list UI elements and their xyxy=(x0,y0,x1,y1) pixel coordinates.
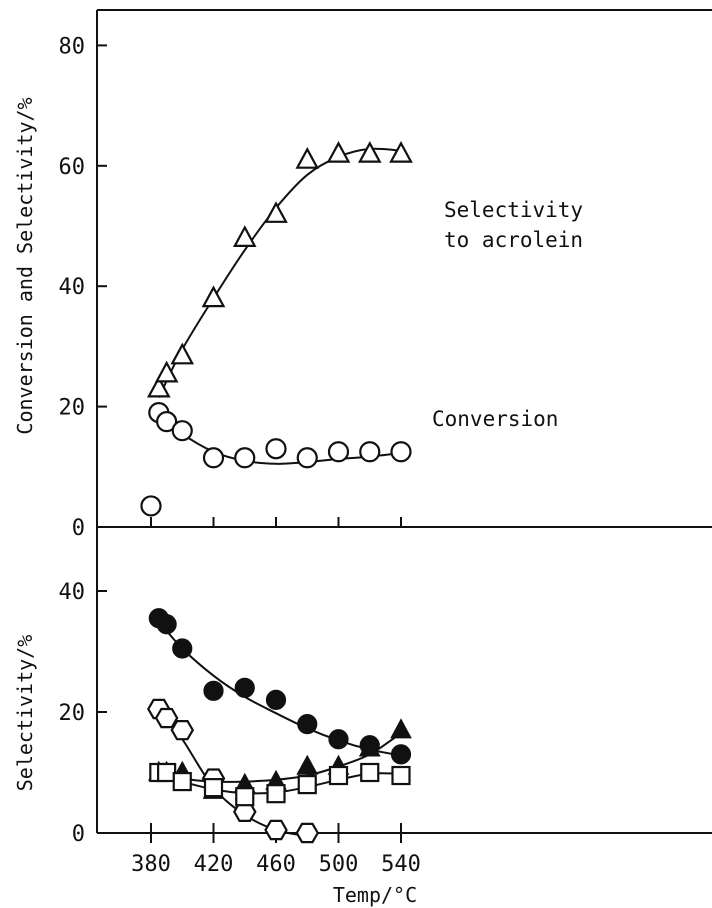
open-circle-point xyxy=(359,441,381,463)
open-triangle-point xyxy=(146,375,171,398)
open-triangle-point xyxy=(389,141,413,163)
open-hexagon-point xyxy=(154,707,179,729)
open-square-point xyxy=(235,787,255,807)
open-triangle-point xyxy=(154,360,179,383)
filled-triangle-point xyxy=(390,718,412,739)
filled-circle-point xyxy=(156,614,177,635)
x-tick-label: 500 xyxy=(319,852,359,877)
x-tick-label: 540 xyxy=(381,852,421,877)
y-tick-label: 80 xyxy=(59,34,86,59)
open-hexagon-point xyxy=(295,822,320,844)
y-tick-label: 20 xyxy=(59,396,86,421)
open-circle-point xyxy=(171,420,193,442)
open-hexagon-point xyxy=(170,719,195,741)
open-square-point xyxy=(172,771,192,792)
open-square-point xyxy=(328,765,349,786)
open-circle-point xyxy=(296,447,318,469)
y-tick-label: 60 xyxy=(59,155,86,180)
open-square-point xyxy=(391,765,411,786)
open-triangle-fit-curve xyxy=(157,147,402,399)
bottom-y-axis-title: Selectivity/% xyxy=(13,635,37,792)
filled-circle-point xyxy=(265,689,287,711)
filled-circle-point xyxy=(297,713,318,735)
open-circle-series xyxy=(140,402,412,517)
open-triangle-series xyxy=(146,140,413,399)
x-tick-label: 420 xyxy=(194,852,234,877)
open-square-point xyxy=(157,762,177,783)
open-circle-point xyxy=(327,441,350,463)
filled-circle-point xyxy=(172,638,193,659)
open-circle-point xyxy=(265,438,287,460)
open-square-point xyxy=(297,774,317,795)
filled-circle-fit-curve xyxy=(158,620,402,757)
bottom-panel: 0 20 40 380 420 460 500 540 xyxy=(59,526,712,877)
open-circle-point xyxy=(390,441,412,463)
open-square-point xyxy=(266,784,286,804)
filled-triangle-point xyxy=(296,754,319,775)
selectivity-annotation-line1: Selectivity xyxy=(444,198,583,222)
selectivity-annotation-line2: to acrolein xyxy=(444,228,583,252)
filled-circle-point xyxy=(234,677,255,698)
conversion-annotation: Conversion xyxy=(432,407,558,431)
x-tick-label: 380 xyxy=(131,852,171,877)
open-triangle-point xyxy=(264,201,288,223)
y-tick-label: 0 xyxy=(72,516,85,541)
open-hexagon-point xyxy=(264,819,288,841)
open-circle-point xyxy=(234,447,256,469)
y-tick-label: 40 xyxy=(59,580,86,605)
open-square-point xyxy=(360,762,380,783)
open-circle-point xyxy=(202,447,225,469)
y-tick-label: 40 xyxy=(59,275,86,300)
y-tick-label: 20 xyxy=(59,701,86,726)
open-triangle-point xyxy=(232,225,257,247)
filled-circle-point xyxy=(203,680,224,701)
open-square-point xyxy=(203,778,224,798)
open-triangle-point xyxy=(170,342,195,365)
open-triangle-point xyxy=(201,285,226,308)
x-axis-title: Temp/°C xyxy=(333,883,417,907)
x-tick-label: 460 xyxy=(256,852,296,877)
open-circle-point xyxy=(140,495,162,517)
open-triangle-point xyxy=(357,140,382,163)
open-square-series xyxy=(149,762,411,807)
filled-circle-point xyxy=(328,729,349,750)
y-tick-label: 0 xyxy=(72,822,85,847)
filled-triangle-point xyxy=(358,736,381,757)
filled-circle-point xyxy=(390,744,412,765)
top-panel: 0 20 40 60 80 xyxy=(59,9,712,541)
top-y-axis-title: Conversion and Selectivity/% xyxy=(13,97,37,434)
filled-circle-series xyxy=(148,608,412,765)
open-triangle-point xyxy=(295,146,320,169)
open-circle-fit-curve xyxy=(158,411,402,465)
open-triangle-point xyxy=(326,141,351,163)
open-circle-point xyxy=(156,411,178,433)
open-hexagon-series xyxy=(147,698,320,844)
